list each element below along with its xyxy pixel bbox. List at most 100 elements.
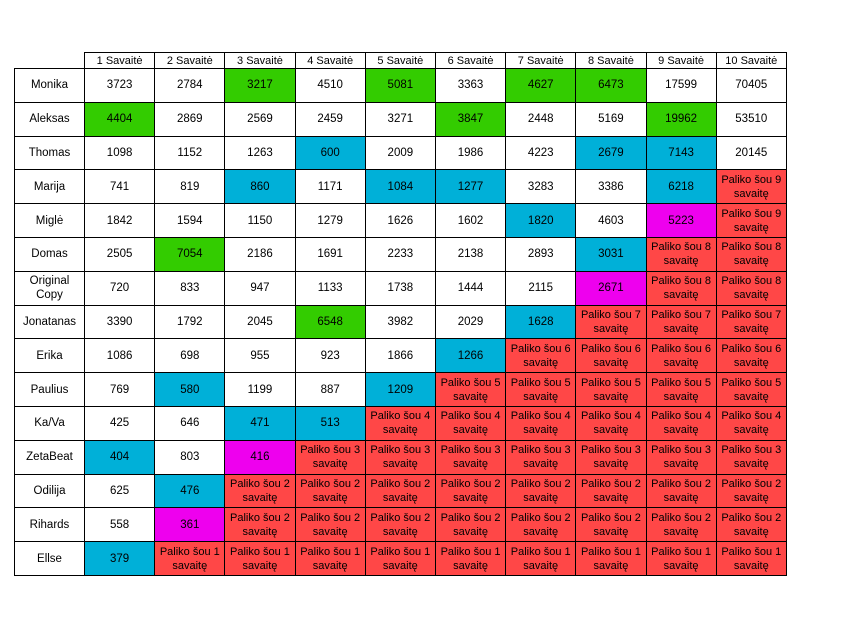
eliminated-cell: Paliko šou 2 savaitę [645,473,717,509]
eliminated-cell: Paliko šou 6 savaitę [575,338,647,374]
eliminated-cell: Paliko šou 2 savaitę [505,507,577,543]
eliminated-text-line: savaitę [733,221,769,234]
score-cell: 803 [154,439,226,475]
eliminated-text-line: Paliko šou 2 [580,477,641,490]
table-row: ZetaBeat 404 803 416 Paliko šou 3 savaitę Pali… [14,439,787,475]
score-cell: 70405 [715,68,787,103]
contestant-name: Thomas [14,135,85,171]
eliminated-text-line: savaitę [242,559,278,572]
score-cell: 923 [294,338,366,374]
eliminated-cell: Paliko šou 8 savaitę [645,270,717,306]
eliminated-text-line: savaitę [663,390,699,403]
eliminated-cell: Paliko šou 4 savaitę [645,405,717,441]
eliminated-text-line: savaitę [733,424,769,437]
score-cell: 3723 [83,68,156,103]
eliminated-text-line: savaitę [593,458,629,471]
eliminated-cell: Paliko šou 2 savaitę [575,507,647,543]
eliminated-text-line: savaitę [453,491,488,504]
eliminated-text-line: savaitę [733,356,769,369]
eliminated-text-line: Paliko šou 5 [580,376,641,389]
score-cell: 425 [83,405,156,441]
eliminated-text-line: savaitę [242,491,278,504]
contestant-name: Paulius [14,372,85,407]
table-row: Monika 3723 2784 3217 4510 5081 3363 4627 6473 17… [14,68,787,103]
eliminated-text-line: savaitę [382,559,418,572]
score-cell: 4404 [83,101,156,137]
score-cell: 1866 [364,338,436,374]
eliminated-cell: Paliko šou 3 savaitę [364,439,436,475]
score-cell: 1263 [224,135,296,171]
eliminated-text-line: Paliko šou 8 [651,275,712,288]
score-cell: 2448 [505,101,577,137]
score-cell: 769 [83,372,156,407]
score-cell: 2893 [505,236,577,272]
eliminated-cell: Paliko šou 2 savaitę [434,507,507,543]
eliminated-text-line: savaitę [733,390,769,403]
score-cell: 698 [154,338,226,374]
contestant-name: Domas [14,236,85,272]
contestant-name: Aleksas [14,101,85,137]
table-row: Paulius 769 580 1199 887 1209 Paliko šou 5 sava… [14,372,787,407]
eliminated-text-line: savaitę [733,525,769,538]
eliminated-text-line: savaitę [382,525,418,538]
eliminated-text-line: Paliko šou 8 [721,241,782,254]
eliminated-cell: Paliko šou 3 savaitę [505,439,577,475]
eliminated-cell: Paliko šou 7 savaitę [645,304,717,340]
contestant-name: Odilija [14,473,85,509]
eliminated-text-line: Paliko šou 4 [440,410,501,423]
eliminated-cell: Paliko šou 2 savaitę [224,473,296,509]
score-cell: 2569 [224,101,296,137]
eliminated-text-line: savaitę [663,322,699,335]
score-cell: 1209 [364,372,436,407]
eliminated-cell: Paliko šou 4 savaitę [364,405,436,441]
eliminated-text-line: Paliko šou 1 [300,545,361,558]
eliminated-text-line: Paliko šou 3 [510,444,571,457]
score-cell: 1152 [154,135,226,171]
score-cell: 17599 [645,68,717,103]
column-header-week-3: 3 Savaitė [224,52,296,69]
eliminated-text-line: savaitę [593,322,629,335]
eliminated-cell: Paliko šou 1 savaitę [715,541,787,576]
eliminated-text-line: Paliko šou 2 [651,511,712,524]
eliminated-cell: Paliko šou 8 savaitę [715,236,787,272]
score-cell: 625 [83,473,156,509]
score-cell: 887 [294,372,366,407]
table-row: Ka/Va 425 646 471 513 Paliko šou 4 savaitę Pali… [14,405,787,441]
eliminated-text-line: Paliko šou 1 [230,545,290,558]
eliminated-text-line: savaitę [733,559,769,572]
eliminated-cell: Paliko šou 5 savaitę [434,372,507,407]
eliminated-text-line: Paliko šou 2 [510,477,571,490]
eliminated-text-line: savaitę [663,289,699,302]
eliminated-text-line: savaitę [523,559,559,572]
eliminated-text-line: savaitę [312,525,348,538]
column-header-week-7: 7 Savaitė [505,52,577,69]
score-cell: 3386 [575,169,647,205]
score-cell: 600 [294,135,366,171]
score-cell: 2869 [154,101,226,137]
score-cell: 3847 [434,101,507,137]
score-cell: 2045 [224,304,296,340]
column-header-week-10: 10 Savaitė [715,52,787,69]
eliminated-cell: Paliko šou 2 savaitę [575,473,647,509]
eliminated-cell: Paliko šou 1 savaitę [505,541,577,576]
eliminated-text-line: Paliko šou 6 [721,342,782,355]
eliminated-text-line: Paliko šou 4 [510,410,571,423]
eliminated-cell: Paliko šou 5 savaitę [575,372,647,407]
score-cell: 1738 [364,270,436,306]
eliminated-text-line: Paliko šou 3 [580,444,641,457]
score-cell: 720 [83,270,156,306]
eliminated-text-line: Paliko šou 3 [370,444,431,457]
contestant-name: Ellse [14,541,85,576]
eliminated-text-line: Paliko šou 7 [651,308,712,321]
eliminated-text-line: savaitę [312,559,348,572]
score-cell: 361 [154,507,226,543]
score-cell: 2784 [154,68,226,103]
eliminated-cell: Paliko šou 3 savaitę [294,439,366,475]
contestant-name: Original Copy [14,270,85,306]
eliminated-text-line: Paliko šou 1 [510,545,571,558]
eliminated-text-line: savaitę [312,491,348,504]
table-row: Rihards 558 361 Paliko šou 2 savaitę Paliko š… [14,507,787,543]
eliminated-text-line: Paliko šou 6 [580,342,641,355]
eliminated-cell: Paliko šou 2 savaitę [224,507,296,543]
score-cell: 2459 [294,101,366,137]
